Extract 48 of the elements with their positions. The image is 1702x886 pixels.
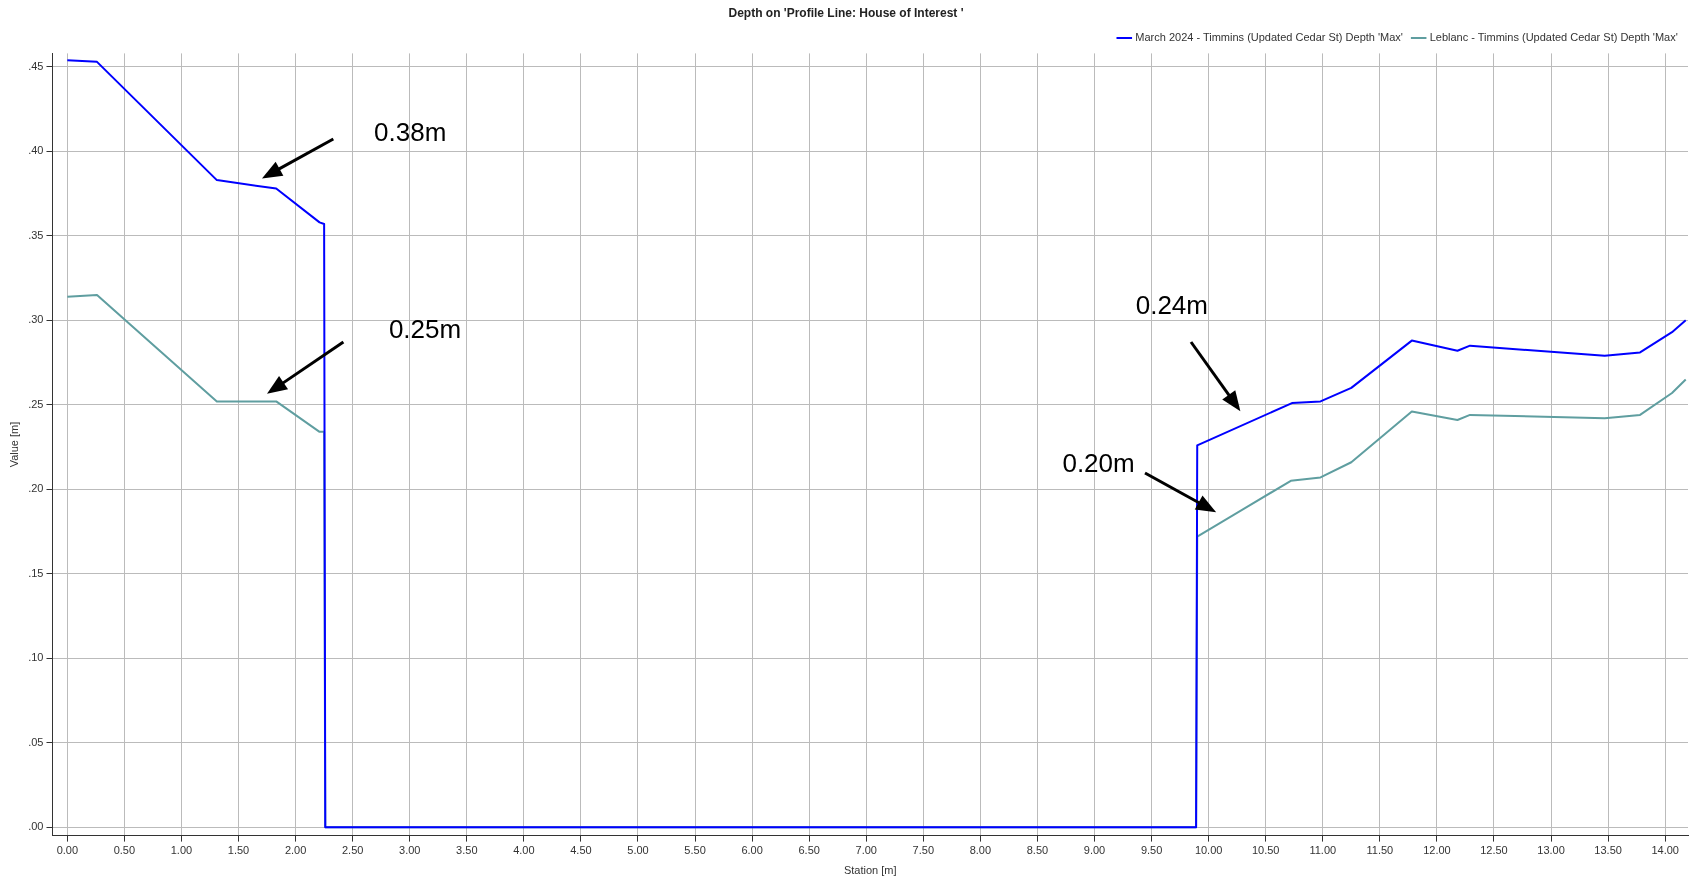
x-tick-label: 8.00: [969, 844, 992, 857]
y-tick-label: .45: [28, 59, 44, 72]
x-tick-label: 3.00: [399, 844, 421, 857]
x-axis-title: Station [m]: [843, 864, 897, 877]
x-tick-label: 13.50: [1594, 844, 1622, 857]
legend-label: Leblanc - Timmins (Updated Cedar St) Depth 'Max': [1429, 30, 1678, 43]
x-tick-label: 10.50: [1251, 844, 1280, 857]
x-tick-label: 8.50: [1026, 844, 1049, 857]
x-tick-label: 11.00: [1309, 844, 1337, 857]
y-tick-label: .35: [28, 228, 44, 241]
x-tick-label: 1.50: [227, 844, 250, 857]
x-tick-label: 7.00: [855, 844, 877, 857]
x-tick-label: 5.00: [627, 844, 649, 857]
x-tick-label: 14.00: [1651, 844, 1679, 857]
x-tick-label: 9.50: [1140, 844, 1163, 857]
x-tick-label: 5.50: [684, 844, 706, 857]
x-tick-label: 7.50: [912, 844, 935, 857]
y-tick-label: .40: [28, 144, 44, 157]
y-tick-label: .20: [28, 482, 44, 495]
x-tick-label: 4.50: [570, 844, 592, 857]
y-tick-label: .25: [28, 397, 44, 410]
x-tick-label: 6.00: [741, 844, 763, 857]
y-tick-label: .05: [28, 735, 44, 748]
x-tick-label: 6.50: [798, 844, 820, 857]
legend-label: March 2024 - Timmins (Updated Cedar St) Depth 'Max': [1135, 30, 1403, 43]
x-tick-label: 3.50: [456, 844, 478, 857]
x-tick-label: 12.50: [1480, 844, 1508, 857]
x-tick-label: 10.00: [1194, 844, 1223, 857]
x-tick-label: 11.50: [1366, 844, 1394, 857]
annotation: 0.25m: [388, 313, 462, 345]
x-tick-label: 4.00: [513, 844, 535, 857]
x-tick-label: 1.00: [170, 844, 193, 857]
x-tick-label: 0.00: [56, 844, 79, 857]
x-tick-label: 9.00: [1083, 844, 1106, 857]
annotation: 0.24m: [1135, 289, 1208, 321]
x-tick-label: 0.50: [113, 844, 136, 857]
y-axis-title: Value [m]: [7, 421, 20, 468]
x-tick-label: 2.00: [284, 844, 307, 857]
annotation: 0.38m: [374, 116, 447, 148]
y-tick-label: .30: [28, 313, 44, 326]
y-tick-label: .15: [28, 566, 44, 579]
y-tick-label: .10: [28, 651, 44, 664]
y-tick-label: .00: [28, 820, 44, 833]
x-tick-label: 2.50: [341, 844, 364, 857]
chart-title: Depth on 'Profile Line: House of Interest ': [728, 5, 964, 20]
x-tick-label: 12.00: [1423, 844, 1451, 857]
x-tick-label: 13.00: [1537, 844, 1565, 857]
annotation: 0.20m: [1062, 447, 1135, 479]
